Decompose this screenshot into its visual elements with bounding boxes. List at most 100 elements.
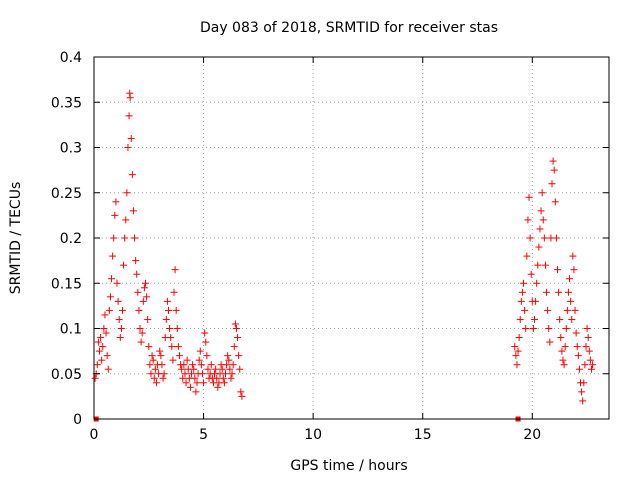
data-point bbox=[201, 329, 209, 337]
data-point bbox=[156, 347, 164, 355]
data-point bbox=[532, 297, 540, 305]
data-point bbox=[117, 325, 125, 332]
data-point bbox=[109, 252, 117, 260]
data-point bbox=[137, 338, 145, 346]
data-point bbox=[203, 352, 211, 360]
data-point bbox=[173, 325, 181, 332]
data-point bbox=[189, 361, 197, 369]
data-point bbox=[574, 352, 582, 360]
data-point bbox=[188, 370, 196, 378]
data-point bbox=[158, 361, 166, 369]
data-point bbox=[563, 306, 571, 314]
data-point bbox=[529, 325, 537, 332]
data-point bbox=[122, 216, 130, 224]
data-point bbox=[196, 347, 204, 355]
data-point bbox=[132, 257, 140, 265]
data-point bbox=[91, 374, 99, 382]
y-tick-labels: 0 0.05 0.1 0.15 0.2 0.25 0.3 0.35 0.4 bbox=[51, 50, 82, 428]
data-point bbox=[223, 361, 231, 369]
data-point bbox=[157, 352, 165, 360]
data-point bbox=[111, 211, 119, 219]
data-point bbox=[131, 234, 139, 242]
data-point bbox=[575, 365, 583, 373]
data-point bbox=[544, 306, 552, 314]
y-tick-label: 0.3 bbox=[60, 141, 82, 157]
data-point bbox=[566, 275, 574, 283]
data-point bbox=[527, 270, 535, 278]
data-point bbox=[169, 356, 177, 364]
data-point bbox=[166, 325, 174, 332]
data-point bbox=[571, 306, 579, 314]
x-tick-label: 20 bbox=[523, 427, 541, 443]
data-point bbox=[128, 171, 136, 179]
data-point bbox=[524, 216, 532, 224]
data-points bbox=[91, 89, 597, 422]
data-point bbox=[232, 325, 240, 332]
data-point bbox=[572, 329, 580, 337]
data-point bbox=[538, 189, 546, 197]
data-point bbox=[150, 374, 158, 382]
data-point bbox=[229, 361, 237, 369]
data-point bbox=[182, 379, 190, 387]
data-point bbox=[548, 180, 556, 188]
data-point bbox=[191, 374, 199, 382]
data-point bbox=[148, 352, 156, 360]
data-point bbox=[551, 198, 559, 206]
data-point bbox=[172, 306, 180, 314]
data-point bbox=[145, 343, 153, 351]
data-point bbox=[129, 207, 137, 215]
data-point bbox=[100, 325, 108, 332]
axis-ticks bbox=[93, 56, 609, 420]
data-point bbox=[101, 311, 109, 319]
data-point bbox=[520, 279, 528, 287]
data-point bbox=[195, 356, 203, 364]
data-point bbox=[151, 365, 159, 373]
data-point bbox=[160, 370, 168, 378]
data-point bbox=[125, 112, 133, 120]
data-point bbox=[207, 361, 215, 369]
data-point bbox=[104, 365, 112, 373]
data-point bbox=[174, 343, 182, 351]
data-point bbox=[236, 365, 244, 373]
y-tick-label: 0.35 bbox=[51, 95, 82, 111]
data-point bbox=[94, 338, 102, 346]
data-point bbox=[579, 397, 587, 405]
data-point bbox=[147, 370, 155, 378]
data-point bbox=[99, 343, 107, 351]
data-point bbox=[521, 306, 529, 314]
data-point bbox=[515, 334, 523, 342]
data-point bbox=[144, 315, 152, 323]
data-point bbox=[570, 266, 578, 274]
data-point bbox=[95, 347, 103, 355]
data-point bbox=[198, 370, 206, 378]
data-point bbox=[152, 379, 160, 387]
data-point bbox=[106, 293, 114, 301]
data-point bbox=[171, 266, 179, 274]
data-point bbox=[228, 370, 236, 378]
data-point bbox=[534, 261, 542, 269]
data-point bbox=[221, 370, 229, 378]
y-tick-label: 0.2 bbox=[60, 231, 82, 247]
data-point bbox=[589, 361, 597, 369]
x-tick-label: 5 bbox=[199, 427, 208, 443]
data-point bbox=[225, 356, 233, 364]
data-point bbox=[170, 288, 178, 296]
data-point bbox=[136, 325, 144, 332]
data-point bbox=[569, 252, 577, 260]
data-point bbox=[558, 347, 566, 355]
data-point bbox=[539, 216, 547, 224]
data-point bbox=[514, 347, 522, 355]
data-point bbox=[126, 94, 134, 102]
data-point bbox=[511, 343, 519, 351]
y-tick-label: 0.25 bbox=[51, 186, 82, 202]
data-point bbox=[573, 343, 581, 351]
data-point bbox=[557, 334, 565, 342]
data-point bbox=[112, 198, 120, 206]
data-point bbox=[159, 374, 167, 382]
data-point bbox=[163, 297, 171, 305]
data-point bbox=[135, 306, 143, 314]
data-point bbox=[581, 361, 589, 369]
data-point bbox=[175, 352, 183, 360]
data-point bbox=[108, 275, 116, 283]
